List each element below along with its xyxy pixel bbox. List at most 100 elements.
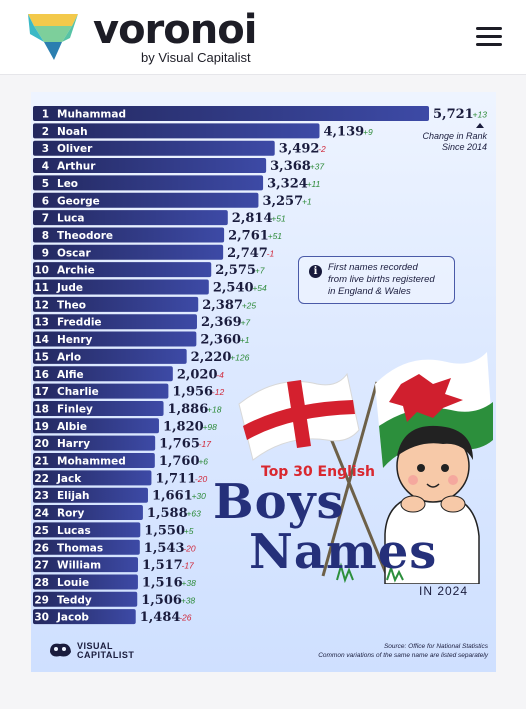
- name-label: Theo: [57, 299, 86, 311]
- name-label: Lucas: [57, 525, 91, 537]
- bar-luca: [33, 210, 228, 226]
- rank-change-label: -4: [216, 370, 224, 380]
- top-bar: voronoi by Visual Capitalist: [0, 0, 526, 75]
- infographic-panel: 1 Muhammad 5,721 +13 2 Noah 4,139 +9 3 Oliver 3,49…: [31, 92, 496, 672]
- value-label: 2,761: [228, 228, 269, 243]
- rank-change-label: -17: [182, 561, 195, 571]
- bar-harry: [33, 435, 156, 451]
- rank-change-label: +37: [310, 162, 325, 172]
- bar-jacob: [33, 609, 136, 625]
- rank-change-label: +54: [252, 283, 267, 293]
- value-label: 4,139: [323, 124, 364, 139]
- rank-label: 6: [42, 195, 49, 207]
- rank-label: 28: [34, 577, 49, 589]
- rank-label: 7: [42, 213, 49, 225]
- rank-change-label: -20: [195, 474, 208, 484]
- value-label: 1,517: [142, 558, 183, 573]
- rank-change-label: +13: [473, 110, 488, 120]
- value-label: 1,765: [159, 437, 200, 452]
- rank-label: 21: [34, 456, 49, 468]
- rank-label: 22: [34, 473, 49, 485]
- rank-change-label: -26: [179, 613, 192, 623]
- value-label: 1,484: [140, 610, 181, 625]
- value-label: 2,575: [215, 263, 256, 278]
- rank-change-label: +7: [240, 318, 250, 328]
- bar-jack: [33, 470, 152, 486]
- value-label: 1,550: [144, 523, 185, 538]
- value-label: 1,956: [172, 385, 213, 400]
- rank-label: 4: [42, 161, 49, 173]
- name-label: Mohammed: [57, 456, 126, 468]
- rank-change-label: +1: [240, 335, 250, 345]
- chart-title-line-2: Names: [249, 524, 438, 580]
- rank-label: 8: [42, 230, 49, 242]
- rank-label: 2: [42, 126, 49, 138]
- rank-label: 5: [42, 178, 49, 190]
- bar-george: [33, 192, 259, 208]
- value-label: 5,721: [433, 107, 474, 122]
- brand-subtitle: by Visual Capitalist: [141, 50, 251, 65]
- source-text: Source: Office for National Statistics: [383, 643, 488, 650]
- name-label: Oscar: [57, 247, 91, 259]
- flags-and-child-illustration: [238, 352, 493, 584]
- rank-change-label: +98: [202, 422, 217, 432]
- rank-change-label: +11: [307, 179, 321, 189]
- rank-change-label: -2: [318, 144, 326, 154]
- name-label: Noah: [57, 126, 88, 138]
- chart-subtitle: Top 30 English: [261, 464, 376, 480]
- child-illustration-icon: [384, 425, 480, 584]
- rank-change-label: +30: [191, 491, 206, 501]
- rank-label: 24: [34, 508, 49, 520]
- bar-albie: [33, 418, 159, 434]
- value-label: 2,369: [201, 315, 242, 330]
- rank-change-label: +51: [271, 214, 286, 224]
- value-label: 1,711: [155, 471, 196, 486]
- name-label: Jack: [56, 473, 82, 485]
- bar-chart: 1 Muhammad 5,721+13 2 Noah 4,139+9 3 Oliver 3,49…: [33, 106, 488, 625]
- rank-change-label: +51: [268, 231, 283, 241]
- bar-arthur: [33, 158, 267, 174]
- bar-rory: [33, 505, 143, 521]
- grass-icon: [336, 562, 404, 584]
- name-label: Oliver: [57, 143, 93, 155]
- info-icon: i: [309, 265, 322, 278]
- rank-change-label: +63: [186, 509, 201, 519]
- hamburger-menu-icon[interactable]: [474, 24, 504, 50]
- value-label: 1,886: [168, 402, 209, 417]
- rank-label: 10: [34, 265, 49, 277]
- rank-change-arrow-icon: [476, 123, 484, 128]
- rank-label: 14: [34, 334, 49, 346]
- rank-change-label: +6: [198, 457, 208, 467]
- rank-label: 12: [34, 299, 49, 311]
- value-label: 1,820: [163, 419, 204, 434]
- brand-name[interactable]: voronoi: [93, 7, 257, 53]
- bar-henry: [33, 331, 197, 347]
- name-label: Freddie: [57, 317, 102, 329]
- value-label: 1,516: [142, 575, 183, 590]
- bar-thomas: [33, 539, 140, 555]
- england-flag-icon: [238, 372, 389, 577]
- name-label: Elijah: [57, 490, 90, 502]
- name-label: Rory: [57, 508, 84, 520]
- name-label: Thomas: [57, 542, 103, 554]
- rank-label: 30: [34, 612, 49, 624]
- rank-label: 11: [34, 282, 49, 294]
- rank-change-label: -20: [183, 543, 196, 553]
- rank-change-label: +9: [363, 127, 373, 137]
- value-label: 2,747: [227, 246, 268, 261]
- bar-william: [33, 557, 139, 573]
- footnote-text: Common variations of the same name are l…: [318, 652, 488, 659]
- rank-label: 26: [34, 542, 49, 554]
- name-label: Jude: [56, 282, 83, 294]
- name-label: Harry: [57, 438, 90, 450]
- rank-label: 17: [34, 386, 49, 398]
- value-label: 1,588: [147, 506, 188, 521]
- rank-label: 25: [34, 525, 49, 537]
- rank-change-label: +126: [230, 352, 249, 362]
- name-label: Alfie: [57, 369, 84, 381]
- voronoi-logo-icon[interactable]: [26, 12, 80, 62]
- bar-finley: [33, 400, 164, 416]
- value-label: 2,360: [200, 333, 241, 348]
- rank-label: 20: [34, 438, 49, 450]
- name-label: William: [57, 560, 101, 572]
